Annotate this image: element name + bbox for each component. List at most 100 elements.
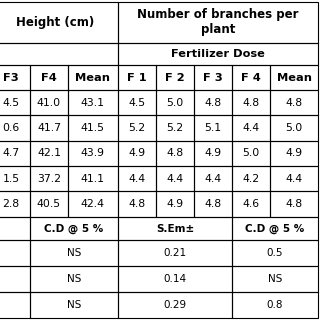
Text: 4.5: 4.5 [3, 98, 20, 108]
Bar [232, 191, 270, 217]
Bar [156, 141, 194, 166]
Bar [30, 65, 68, 90]
Text: 4.9: 4.9 [285, 148, 303, 158]
Bar [232, 266, 318, 292]
Text: 4.4: 4.4 [242, 123, 260, 133]
Text: NS: NS [67, 300, 81, 310]
Text: 43.9: 43.9 [81, 148, 105, 158]
Bar [118, 217, 232, 240]
Text: 0.5: 0.5 [267, 248, 284, 258]
Text: Fertilizer Dose: Fertilizer Dose [171, 49, 265, 59]
Bar [0, 90, 30, 116]
Bar [118, 65, 156, 90]
Bar [118, 266, 232, 292]
Text: Mean: Mean [76, 73, 110, 83]
Text: NS: NS [268, 274, 282, 284]
Text: 42.1: 42.1 [37, 148, 61, 158]
Text: 41.7: 41.7 [37, 123, 61, 133]
Bar [0, 43, 118, 65]
Bar [0, 266, 30, 292]
Bar [270, 65, 318, 90]
Text: 1.5: 1.5 [3, 174, 20, 184]
Bar [194, 166, 232, 191]
Bar [118, 292, 232, 318]
Text: 4.8: 4.8 [242, 98, 260, 108]
Bar [270, 116, 318, 141]
Text: Mean: Mean [276, 73, 312, 83]
Bar [0, 292, 30, 318]
Text: 5.0: 5.0 [166, 98, 183, 108]
Text: 4.8: 4.8 [204, 98, 221, 108]
Bar [30, 266, 118, 292]
Bar [118, 2, 318, 43]
Bar [0, 191, 30, 217]
Bar [68, 65, 118, 90]
Bar [194, 191, 232, 217]
Bar [232, 217, 318, 240]
Bar [194, 90, 232, 116]
Bar [118, 43, 318, 65]
Text: 4.4: 4.4 [285, 174, 303, 184]
Text: S.Em±: S.Em± [156, 224, 194, 234]
Bar [156, 191, 194, 217]
Bar [194, 141, 232, 166]
Bar [0, 217, 30, 240]
Bar [270, 90, 318, 116]
Text: 4.6: 4.6 [242, 199, 260, 209]
Bar [30, 240, 118, 266]
Text: 4.8: 4.8 [285, 199, 303, 209]
Bar [156, 65, 194, 90]
Bar [156, 166, 194, 191]
Text: C.D @ 5 %: C.D @ 5 % [44, 223, 104, 234]
Bar [232, 116, 270, 141]
Text: 37.2: 37.2 [37, 174, 61, 184]
Bar [232, 90, 270, 116]
Bar [118, 116, 156, 141]
Text: F 1: F 1 [127, 73, 147, 83]
Text: NS: NS [67, 248, 81, 258]
Text: 4.7: 4.7 [3, 148, 20, 158]
Bar [232, 240, 318, 266]
Text: C.D @ 5 %: C.D @ 5 % [245, 223, 305, 234]
Text: 0.8: 0.8 [267, 300, 284, 310]
Text: 5.2: 5.2 [128, 123, 146, 133]
Bar [30, 191, 68, 217]
Text: 4.8: 4.8 [128, 199, 146, 209]
Text: Height (cm): Height (cm) [16, 16, 94, 28]
Bar [68, 166, 118, 191]
Text: 0.6: 0.6 [2, 123, 20, 133]
Bar [118, 166, 156, 191]
Bar [30, 217, 118, 240]
Bar [156, 90, 194, 116]
Text: 4.9: 4.9 [166, 199, 183, 209]
Bar [270, 191, 318, 217]
Text: 4.2: 4.2 [242, 174, 260, 184]
Text: 40.5: 40.5 [37, 199, 61, 209]
Bar [232, 65, 270, 90]
Bar [68, 191, 118, 217]
Bar [0, 2, 118, 43]
Bar [0, 141, 30, 166]
Text: 5.1: 5.1 [204, 123, 221, 133]
Bar [232, 166, 270, 191]
Text: 4.8: 4.8 [204, 199, 221, 209]
Text: 5.2: 5.2 [166, 123, 183, 133]
Bar [118, 90, 156, 116]
Text: 4.9: 4.9 [128, 148, 146, 158]
Text: F4: F4 [41, 73, 57, 83]
Text: 4.4: 4.4 [128, 174, 146, 184]
Bar [68, 90, 118, 116]
Bar [118, 141, 156, 166]
Bar [30, 292, 118, 318]
Bar [232, 292, 318, 318]
Text: 4.8: 4.8 [166, 148, 183, 158]
Bar [156, 116, 194, 141]
Bar [194, 116, 232, 141]
Text: 5.0: 5.0 [242, 148, 260, 158]
Text: F 4: F 4 [241, 73, 261, 83]
Bar [30, 166, 68, 191]
Text: 41.0: 41.0 [37, 98, 61, 108]
Bar [30, 90, 68, 116]
Bar [0, 65, 30, 90]
Text: 43.1: 43.1 [81, 98, 105, 108]
